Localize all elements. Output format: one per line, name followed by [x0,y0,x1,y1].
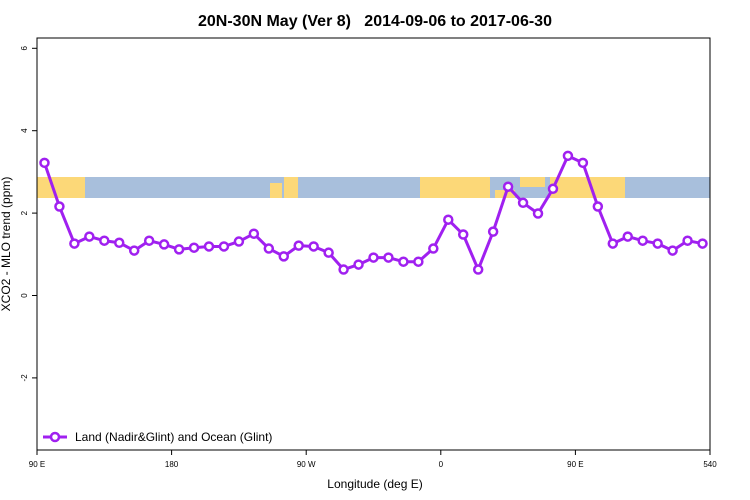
data-point [443,214,454,225]
data-point [607,238,619,249]
data-point [233,236,245,247]
data-point [562,150,574,162]
data-point [383,252,394,263]
data-point [293,240,304,251]
data-point [84,231,95,242]
data-point [158,239,170,250]
data-point [99,235,110,246]
x-tick-label: 180 [165,460,179,469]
data-point [188,242,200,253]
data-point [413,256,424,267]
x-tick-label: 90 E [567,460,583,469]
legend-marker [49,431,61,443]
y-tick-label: 6 [20,46,29,51]
legend-label: Land (Nadir&Glint) and Ocean (Glint) [75,430,272,444]
data-point [263,243,275,254]
y-axis-label: XCO2 - MLO trend (ppm) [0,177,13,312]
data-point [39,157,50,169]
data-point [173,244,185,255]
data-point [457,229,469,240]
y-tick-label: 0 [20,293,29,298]
map-strip [37,177,710,198]
data-point [667,245,678,256]
data-point [682,235,693,246]
x-tick-label: 90 E [29,460,45,469]
data-point [128,245,140,256]
y-tick-label: 2 [20,210,29,215]
data-point [517,197,529,209]
data-point [577,157,589,169]
data-point [652,238,663,249]
data-point [69,238,80,249]
x-tick-label: 540 [703,460,717,469]
x-tick-label: 90 W [297,460,316,469]
data-point [248,228,260,239]
data-point [368,252,379,263]
data-point [547,183,559,195]
data-point [502,181,514,192]
y-tick-label: -2 [20,374,29,382]
data-point [637,235,648,246]
data-point [114,237,125,249]
data-point [143,235,155,246]
data-point [203,241,215,252]
data-point [622,231,633,242]
y-tick-label: 4 [20,128,29,133]
data-point [278,251,290,262]
data-point [472,264,484,275]
data-point [323,247,334,258]
x-axis-label: Longitude (deg E) [327,477,422,491]
plot-frame [36,37,711,451]
data-point [697,238,708,249]
data-point [218,241,230,252]
data-point [338,264,349,275]
data-point [532,208,544,219]
data-point [54,201,65,212]
chart-title: 20N-30N May (Ver 8) 2014-09-06 to 2017-0… [198,13,552,30]
x-tick-label: 0 [439,460,444,469]
data-point [428,243,439,254]
data-point [353,259,364,270]
data-point [308,241,319,252]
data-point [398,256,409,267]
data-point [592,201,604,212]
data-point [487,226,499,237]
